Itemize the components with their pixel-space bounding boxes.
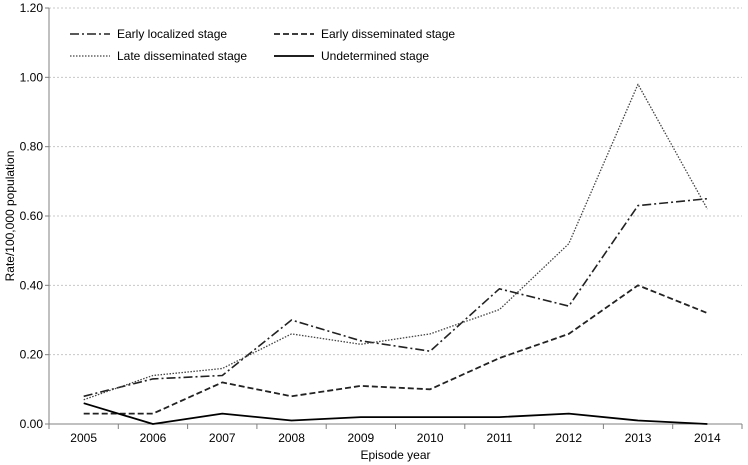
x-tick-label: 2011 <box>487 431 513 445</box>
series-line-1 <box>83 197 708 398</box>
x-tick-label: 2014 <box>694 431 721 445</box>
y-tick-label: 1.00 <box>20 70 44 84</box>
x-tick-label: 2006 <box>140 431 167 445</box>
x-tick-label: 2010 <box>417 431 444 445</box>
y-axis-title: Rate/100,000 population <box>3 151 17 282</box>
legend-label-3: Late disseminated stage <box>117 49 247 63</box>
legend: Early localized stage Early disseminated … <box>70 27 455 63</box>
x-tick-label: 2009 <box>347 431 374 445</box>
y-tick-labels: 0.00 0.20 0.40 0.60 0.80 1.00 1.20 <box>20 1 49 431</box>
x-tick-label: 2013 <box>625 431 652 445</box>
x-tick-label: 2005 <box>70 431 97 445</box>
y-tick-label: 0.60 <box>20 209 44 223</box>
x-tick-label: 2007 <box>209 431 236 445</box>
series-lines <box>83 83 708 425</box>
x-tick-labels: 2005 2006 2007 2008 2009 2010 2011 2012 2013 2014 <box>48 424 743 445</box>
legend-label-1: Early localized stage <box>117 27 227 41</box>
y-tick-label: 0.00 <box>20 417 44 431</box>
y-tick-label: 0.80 <box>20 140 44 154</box>
series-line-4 <box>83 402 708 425</box>
y-tick-label: 0.20 <box>20 348 44 362</box>
grid-lines <box>49 7 742 356</box>
legend-label-2: Early disseminated stage <box>321 27 455 41</box>
x-tick-label: 2008 <box>278 431 305 445</box>
series-line-3 <box>83 83 708 401</box>
x-tick-label: 2012 <box>555 431 582 445</box>
y-tick-label: 1.20 <box>20 1 44 15</box>
series-line-2 <box>83 284 708 415</box>
x-axis-title: Episode year <box>360 448 430 462</box>
legend-label-4: Undetermined stage <box>321 49 429 63</box>
y-tick-label: 0.40 <box>20 278 44 292</box>
